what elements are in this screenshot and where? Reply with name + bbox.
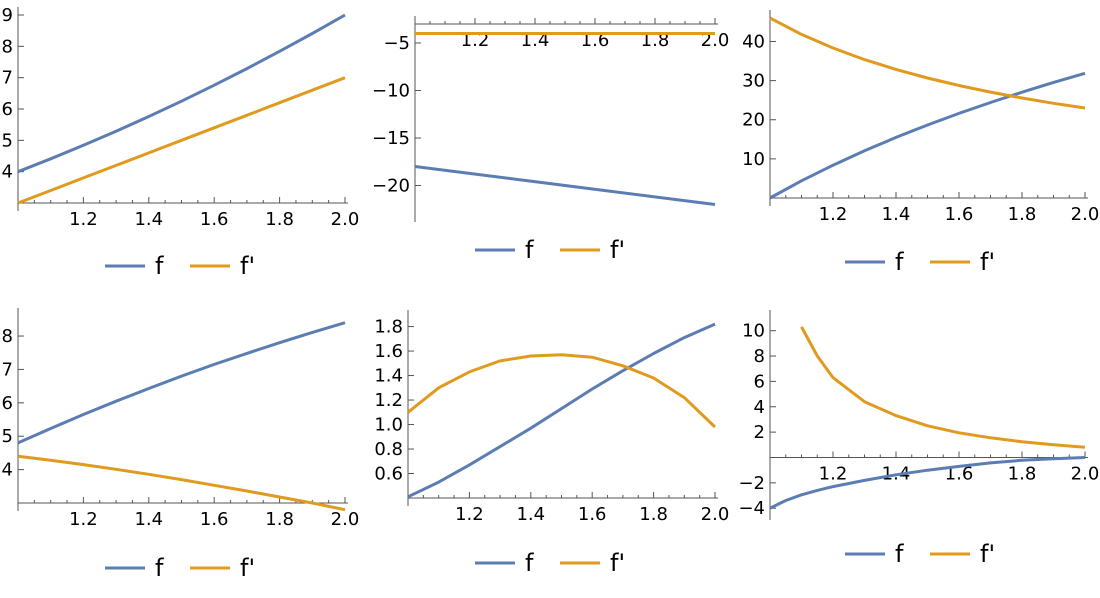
legend: f f' (845, 540, 995, 568)
y-tick-label: 4 (2, 460, 13, 481)
y-tick-label: 0.8 (374, 439, 403, 460)
y-tick-label: 7 (2, 68, 13, 89)
x-tick-label: 1.4 (134, 509, 163, 530)
y-tick-label: 5 (2, 426, 13, 447)
x-tick-label: 2.0 (1071, 463, 1100, 484)
y-tick-label: 30 (742, 71, 765, 92)
y-tick-label: 10 (742, 149, 765, 170)
x-tick-label: 1.4 (516, 504, 545, 525)
x-tick-label: 1.2 (69, 209, 98, 230)
legend-label: f (155, 554, 164, 582)
legend-label: f (525, 549, 534, 577)
chart-panel-3: 1.2 1.4 1.6 1.8 2.0 10 20 30 40 f f' (742, 10, 1099, 276)
series-line-fprime (800, 326, 1086, 449)
x-tick-label: 1.2 (455, 504, 484, 525)
y-tick-label: −10 (372, 81, 410, 102)
legend: f f' (845, 248, 995, 276)
y-tick-label: 40 (742, 31, 765, 52)
x-tick-label: 1.4 (521, 30, 550, 51)
series-line-f (17, 13, 346, 174)
y-tick-label: 1.4 (374, 366, 403, 387)
x-tick-label: 1.6 (581, 30, 610, 51)
y-tick-label: 1.2 (374, 390, 403, 411)
x-tick-label: 1.8 (265, 509, 294, 530)
y-tick-label: −20 (372, 176, 410, 197)
series-line-fprime (769, 16, 1086, 110)
legend-label: f' (610, 236, 625, 264)
legend-label: f (895, 248, 904, 276)
chart-panel-2: 1.2 1.4 1.6 1.8 2.0 −5 −10 −15 −20 f f' (372, 16, 729, 264)
y-tick-label: 4 (2, 162, 13, 183)
y-tick-label: 6 (2, 393, 13, 414)
legend-label: f (155, 252, 164, 280)
x-tick-label: 1.2 (461, 30, 490, 51)
legend-label: f (895, 540, 904, 568)
legend-label: f' (610, 549, 625, 577)
x-tick-label: 1.8 (1008, 463, 1037, 484)
x-tick-label: 1.6 (200, 209, 229, 230)
series-line-f (769, 71, 1086, 200)
series-line-fprime (17, 76, 346, 205)
legend: f f' (475, 236, 625, 264)
legend: f f' (475, 549, 625, 577)
y-tick-label: −5 (383, 33, 410, 54)
y-tick-label: 10 (742, 321, 765, 342)
x-tick-label: 1.8 (641, 30, 670, 51)
legend-label: f' (980, 540, 995, 568)
x-tick-label: 1.2 (819, 463, 848, 484)
series-line-f (769, 456, 1086, 510)
chart-panel-4: 1.2 1.4 1.6 1.8 2.0 4 5 6 7 8 f f' (2, 308, 360, 582)
x-tick-label: 1.8 (639, 504, 668, 525)
x-tick-label: 1.6 (578, 504, 607, 525)
x-tick-label: 1.6 (200, 509, 229, 530)
legend-label: f' (240, 554, 255, 582)
x-tick-label: 1.2 (69, 509, 98, 530)
y-tick-label: 1.8 (374, 317, 403, 338)
x-tick-label: 1.2 (819, 204, 848, 225)
y-tick-label: 1.0 (374, 415, 403, 436)
x-tick-label: 2.0 (331, 209, 360, 230)
y-tick-label: 8 (2, 326, 13, 347)
legend: f f' (105, 252, 255, 280)
x-tick-label: 1.8 (265, 209, 294, 230)
y-tick-label: 9 (2, 5, 13, 26)
y-tick-label: 2 (754, 422, 765, 443)
y-tick-label: 8 (754, 346, 765, 367)
y-tick-label: 8 (2, 36, 13, 57)
chart-panel-1: 1.2 1.4 1.6 1.8 2.0 4 5 6 7 8 9 f f' (2, 5, 360, 280)
x-tick-label: 1.4 (134, 209, 163, 230)
y-tick-label: 6 (754, 371, 765, 392)
y-tick-label: 0.6 (374, 464, 403, 485)
chart-panel-5: 1.2 1.4 1.6 1.8 2.0 0.6 0.8 1.0 1.2 1.4 1.6 1.8 f f' (374, 310, 729, 577)
x-tick-label: 2.0 (701, 30, 730, 51)
x-tick-label: 1.8 (1008, 204, 1037, 225)
series-line-f (407, 322, 716, 499)
legend-label: f' (980, 248, 995, 276)
x-tick-label: 1.4 (882, 204, 911, 225)
x-tick-label: 1.6 (945, 204, 974, 225)
legend: f f' (105, 554, 255, 582)
x-tick-label: 2.0 (331, 509, 360, 530)
y-tick-label: 6 (2, 99, 13, 120)
legend-label: f (525, 236, 534, 264)
legend-label: f' (240, 252, 255, 280)
series-line-f (17, 321, 346, 445)
y-tick-label: 4 (754, 397, 765, 418)
x-tick-label: 2.0 (1071, 204, 1100, 225)
y-tick-label: 1.6 (374, 341, 403, 362)
series-line-fprime (407, 353, 717, 429)
x-tick-label: 2.0 (701, 504, 730, 525)
series-line-fprime (17, 454, 346, 512)
y-tick-label: −2 (738, 473, 765, 494)
y-tick-label: −4 (738, 498, 765, 519)
series-line-f (414, 165, 716, 206)
y-tick-label: 7 (2, 359, 13, 380)
y-tick-label: 5 (2, 130, 13, 151)
y-tick-label: −15 (372, 128, 410, 149)
y-tick-label: 20 (742, 110, 765, 131)
